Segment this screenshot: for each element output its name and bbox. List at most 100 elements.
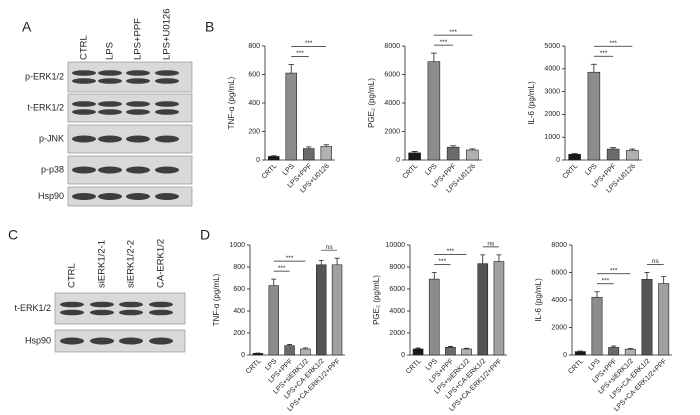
y-tick-label: 600 — [233, 286, 245, 293]
y-tick-label: 400 — [248, 100, 260, 107]
bar — [408, 152, 421, 161]
blot-band — [72, 101, 96, 107]
blot-row-label: Hsp90 — [25, 335, 51, 345]
significance-label: *** — [602, 277, 610, 284]
bar — [493, 261, 505, 356]
error-bar — [610, 147, 617, 150]
significance-label: *** — [449, 29, 457, 36]
significance-label: *** — [305, 40, 313, 47]
y-tick-label: 0 — [396, 157, 400, 164]
y-tick-label: 6000 — [389, 286, 405, 293]
significance-label: *** — [439, 258, 447, 265]
blot-band — [126, 135, 150, 143]
error-bar — [661, 276, 667, 284]
y-tick-label: 1000 — [544, 134, 560, 141]
error-bar — [594, 291, 600, 298]
lane-label: CTRL — [79, 35, 90, 60]
blot-strip — [67, 93, 193, 123]
y-tick-label: 1000 — [229, 242, 245, 249]
significance-label: *** — [609, 40, 617, 47]
blot-band — [119, 301, 143, 308]
significance-label: *** — [610, 267, 618, 274]
error-bar — [430, 52, 437, 62]
blot-band — [126, 193, 150, 200]
blot-band — [155, 193, 179, 200]
blot-band — [119, 337, 143, 345]
blot-band — [155, 78, 179, 84]
lane-label: siERK1/2-1 — [97, 240, 108, 288]
y-tick-label: 0 — [401, 352, 405, 359]
bar — [427, 61, 441, 161]
y-tick-label: 2000 — [389, 330, 405, 337]
significance-label: *** — [286, 255, 294, 262]
error-bar — [464, 347, 470, 349]
error-bar — [302, 347, 308, 349]
y-tick-label: 4000 — [389, 308, 405, 315]
bar — [284, 345, 295, 356]
blot-row-label: p-JNK — [39, 133, 64, 143]
panel-label: D — [200, 227, 210, 243]
y-tick-label: 6000 — [384, 71, 400, 78]
blot-band — [149, 309, 173, 316]
blot-band — [72, 135, 96, 143]
y-tick-label: 400 — [233, 308, 245, 315]
y-tick-label: 3000 — [544, 88, 560, 95]
significance-label: *** — [600, 50, 608, 57]
lane-label: LPS+U0126 — [162, 9, 173, 61]
significance-label: ns — [487, 241, 495, 248]
blot-band — [126, 101, 150, 107]
error-bar — [334, 257, 340, 265]
bar — [300, 348, 311, 356]
y-axis-label: IL-6 (pg/mL) — [527, 81, 536, 125]
blot-band — [98, 193, 122, 200]
y-tick-label: 600 — [248, 71, 260, 78]
y-tick-label: 4000 — [544, 66, 560, 73]
blot-band — [98, 109, 122, 115]
error-bar — [271, 155, 277, 157]
y-tick-label: 0 — [256, 157, 260, 164]
y-tick-label: 4000 — [384, 100, 400, 107]
lane-label: LPS — [105, 42, 116, 60]
significance-label: *** — [440, 39, 448, 46]
bar — [624, 348, 636, 356]
y-tick-label: 0 — [241, 352, 245, 359]
y-tick-label: 8000 — [389, 264, 405, 271]
error-bar — [447, 346, 453, 348]
error-bar — [323, 144, 329, 147]
bar — [591, 296, 603, 356]
blot-strip — [54, 292, 186, 325]
y-tick-label: 2000 — [551, 324, 567, 331]
y-axis-label: PGE₂ (pg/mL) — [372, 275, 381, 325]
y-tick-label: 10000 — [386, 242, 406, 249]
y-tick-label: 200 — [233, 330, 245, 337]
blot-row-label: t-ERK1/2 — [14, 303, 51, 313]
y-tick-label: 6000 — [551, 269, 567, 276]
y-tick-label: 2000 — [544, 111, 560, 118]
blot-band — [90, 309, 114, 316]
blot-band — [126, 70, 150, 76]
blot-band — [155, 135, 179, 143]
blot-band — [126, 78, 150, 84]
error-bar — [288, 64, 294, 74]
blot-band — [60, 337, 84, 345]
bar — [252, 353, 264, 356]
y-axis-label: TNF-α (pg/mL) — [212, 273, 221, 326]
error-bar — [627, 348, 633, 350]
bar — [587, 71, 601, 161]
error-bar — [306, 146, 312, 149]
blot-band — [60, 309, 84, 316]
y-tick-label: 5000 — [544, 43, 560, 50]
lane-label: LPS+PPF — [133, 18, 144, 60]
bar — [285, 72, 297, 161]
blot-band — [98, 166, 122, 174]
error-bar — [577, 350, 583, 352]
blot-band — [155, 101, 179, 107]
bar — [574, 351, 586, 356]
error-bar — [415, 347, 421, 349]
y-tick-label: 200 — [248, 128, 260, 135]
error-bar — [590, 63, 597, 73]
blot-band — [60, 301, 84, 308]
panel-label: C — [8, 227, 18, 243]
blot-band — [126, 109, 150, 115]
